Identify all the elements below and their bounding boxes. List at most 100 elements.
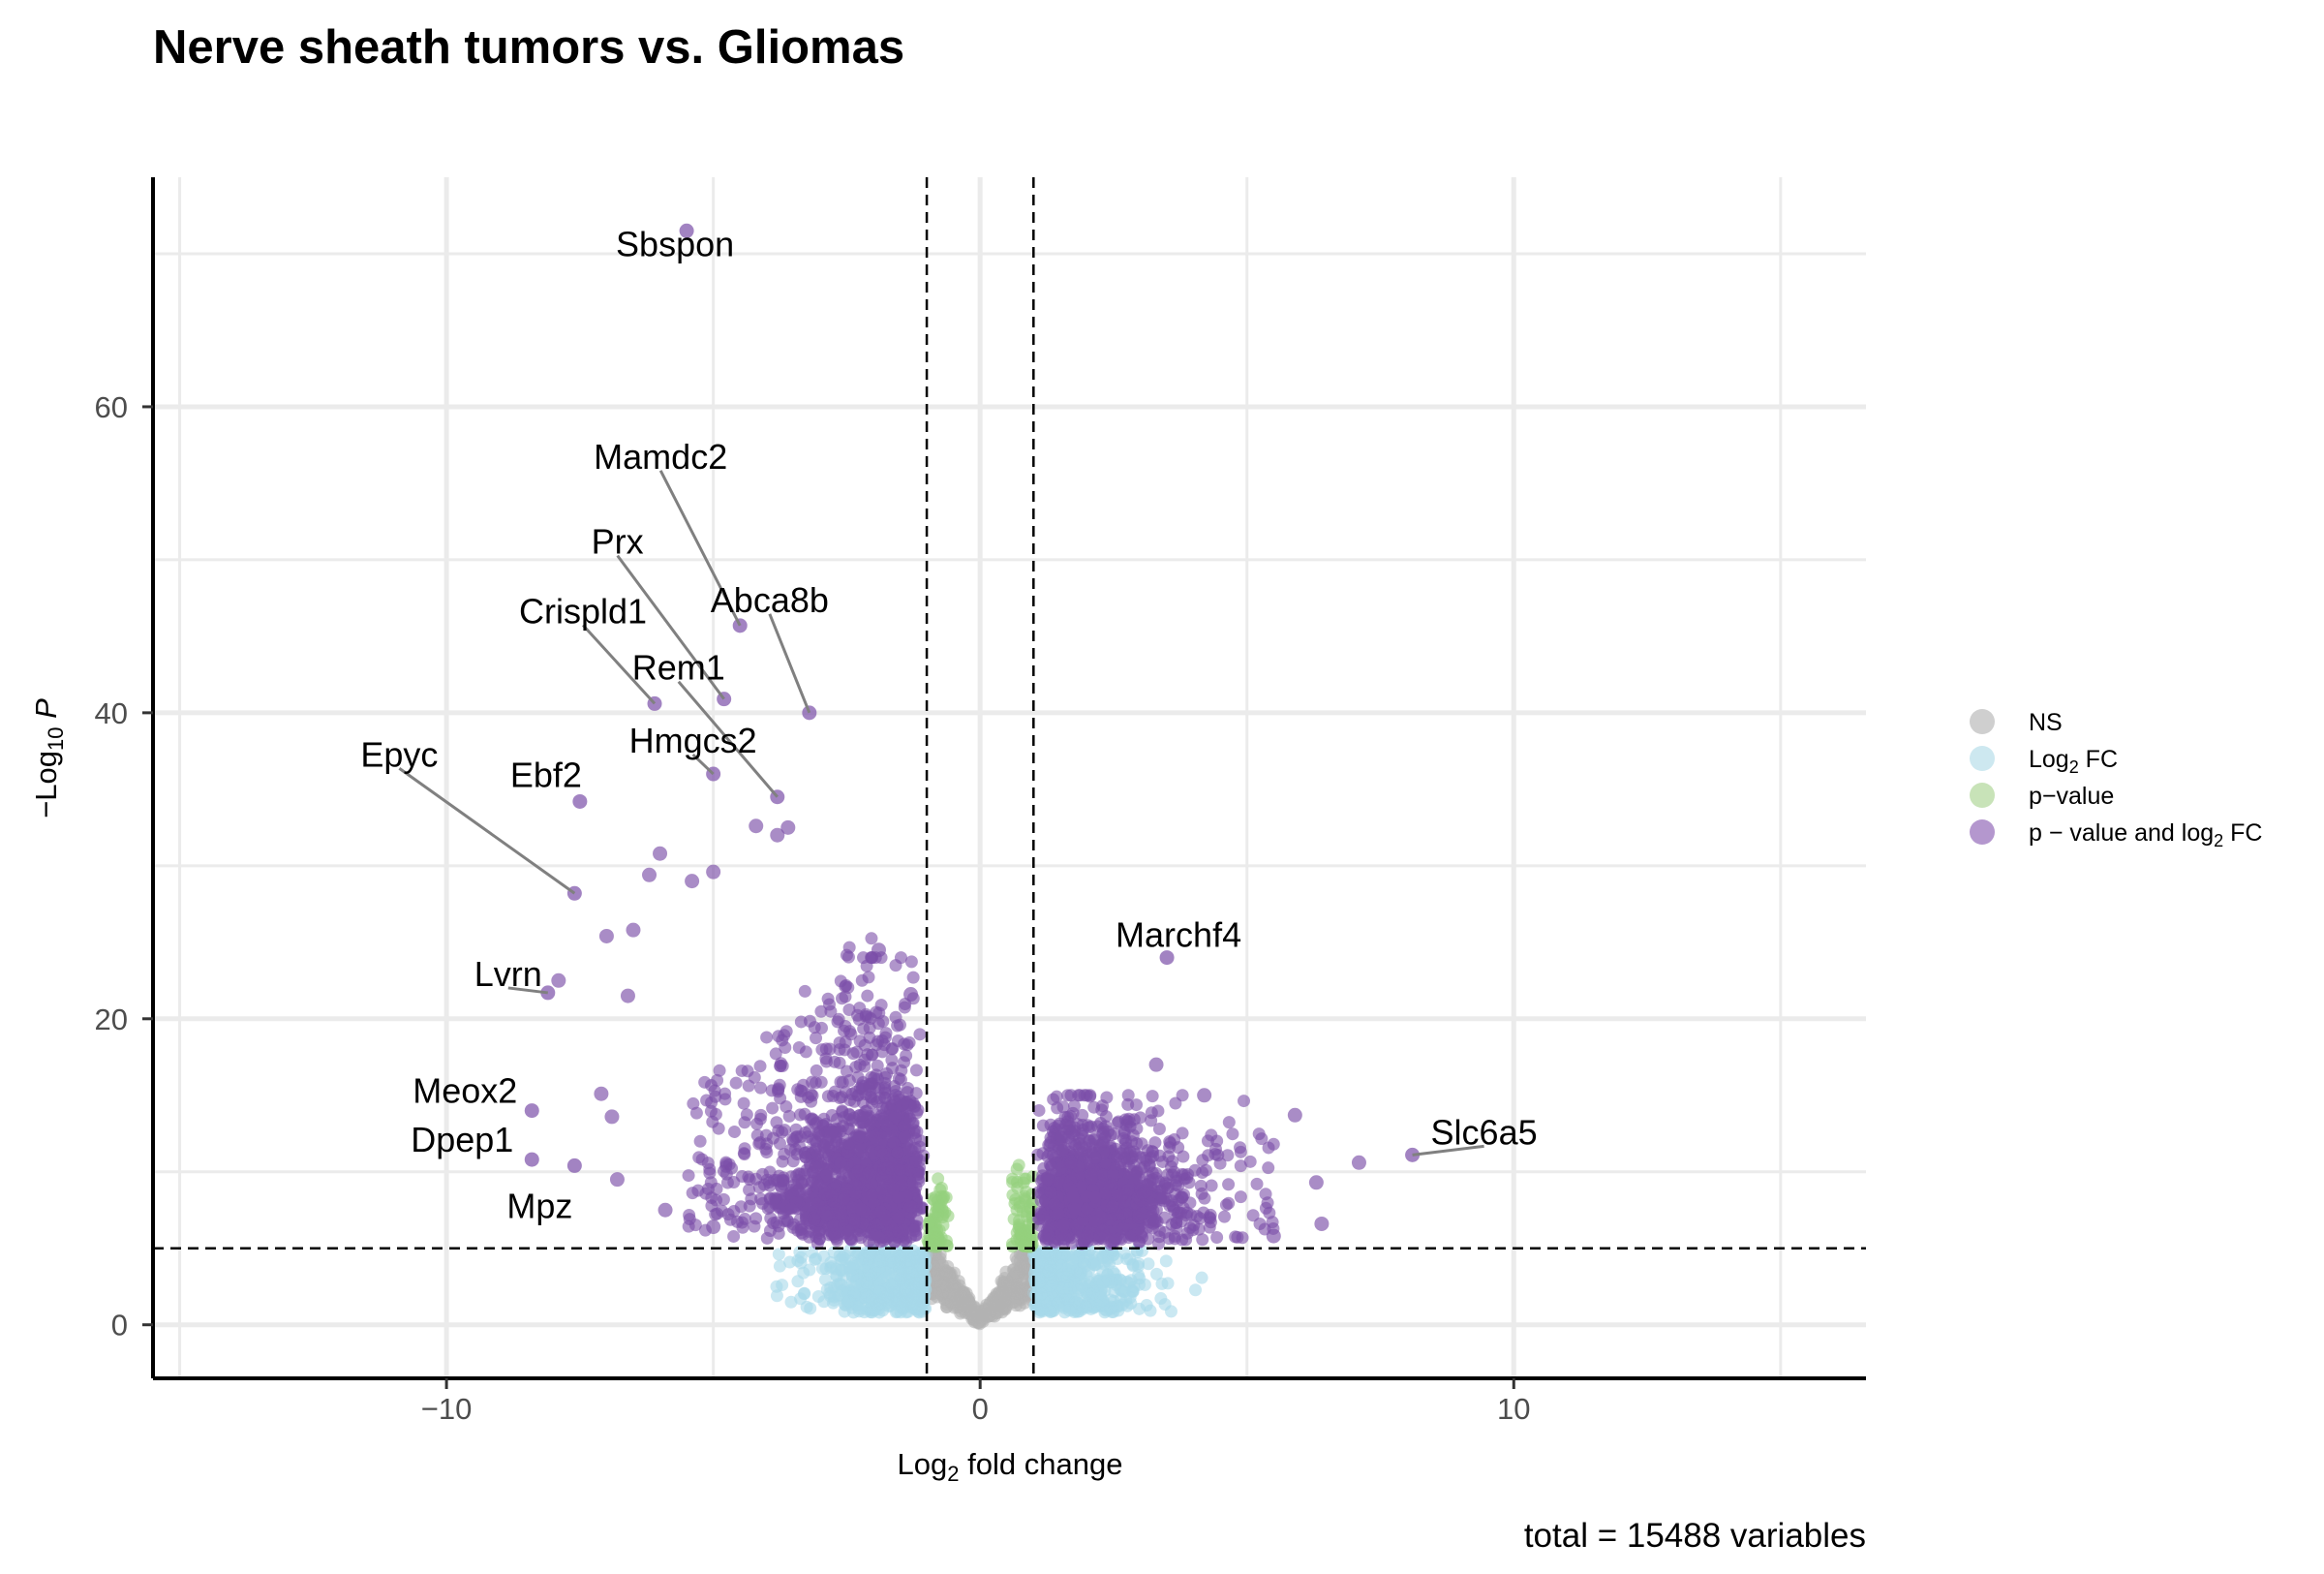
significant-point	[551, 972, 566, 988]
significant-point	[1259, 1201, 1272, 1215]
significant-point	[903, 1199, 917, 1213]
ns-point	[937, 1278, 951, 1291]
significant-point	[816, 1205, 830, 1219]
log2fc-point	[1074, 1265, 1087, 1279]
significant-point	[914, 1134, 928, 1148]
ns-point	[998, 1292, 1012, 1306]
label-connectors	[398, 470, 1484, 1157]
log2fc-point	[829, 1262, 842, 1276]
gene-label-slc6a5: Slc6a5	[1431, 1112, 1538, 1152]
log2fc-point	[810, 1251, 823, 1265]
log2fc-point	[1124, 1274, 1138, 1287]
significant-point	[1061, 1131, 1075, 1145]
gene-label-abca8b: Abca8b	[711, 580, 829, 620]
significant-point	[706, 864, 721, 880]
significant-point	[865, 932, 878, 945]
significant-point	[1068, 1203, 1082, 1217]
significant-point	[851, 1131, 865, 1145]
significant-point	[1176, 1089, 1189, 1102]
legend-key-fc	[1970, 746, 1995, 771]
significant-point	[902, 1163, 916, 1177]
significant-point	[1156, 1191, 1170, 1205]
significant-point	[1065, 1236, 1079, 1250]
ns-point	[986, 1295, 999, 1309]
significant-point	[810, 1064, 823, 1077]
significant-point	[887, 1136, 901, 1150]
significant-point	[740, 1108, 753, 1122]
significant-point	[886, 1062, 900, 1075]
significant-point	[711, 1073, 724, 1087]
significant-point	[778, 1124, 791, 1137]
significant-point	[770, 1116, 783, 1129]
significant-point	[687, 1096, 700, 1110]
significant-point	[827, 1219, 841, 1232]
significant-point	[1238, 1095, 1251, 1108]
significant-point	[737, 1096, 750, 1110]
significant-point	[891, 1146, 904, 1159]
threshold-lines	[153, 177, 1866, 1378]
significant-point	[866, 1077, 879, 1091]
significant-point	[1146, 1090, 1159, 1103]
y-axis-title: −Log10 P	[29, 698, 68, 818]
significant-point	[729, 1076, 743, 1090]
significant-point	[814, 1004, 828, 1018]
log2fc-point	[1090, 1257, 1104, 1271]
significant-point	[780, 1100, 793, 1114]
significant-point	[1205, 1128, 1218, 1142]
significant-point	[823, 1042, 837, 1056]
significant-point	[794, 1167, 808, 1181]
gene-label-rem1: Rem1	[632, 648, 725, 688]
significant-point	[792, 1041, 806, 1055]
log2fc-point	[1032, 1306, 1046, 1319]
significant-point	[898, 1001, 911, 1014]
gene-label-sbspon: Sbspon	[616, 224, 734, 263]
log2fc-point	[1036, 1271, 1050, 1284]
pvalue-point	[940, 1239, 954, 1252]
significant-point	[1205, 1179, 1218, 1192]
grid	[153, 177, 1866, 1378]
log2fc-point	[1095, 1246, 1109, 1259]
significant-point	[748, 1070, 761, 1084]
significant-point	[710, 1182, 723, 1195]
significant-point	[750, 1117, 764, 1130]
log2fc-point	[1096, 1276, 1110, 1289]
significant-point	[1135, 1207, 1148, 1220]
log2fc-point	[1144, 1304, 1157, 1317]
significant-point	[1162, 1181, 1176, 1194]
significant-point	[872, 1230, 885, 1244]
log2fc-point	[784, 1295, 798, 1309]
significant-point	[780, 819, 796, 835]
significant-point	[1146, 1197, 1159, 1211]
pvalue-point	[936, 1219, 950, 1232]
significant-point	[719, 1087, 732, 1100]
log2fc-point	[1133, 1302, 1147, 1315]
significant-point	[727, 1229, 741, 1243]
significant-point	[874, 1145, 888, 1158]
significant-point	[862, 1166, 875, 1180]
significant-point	[1203, 1220, 1216, 1234]
significant-point	[1196, 1233, 1209, 1247]
significant-point	[1259, 1188, 1272, 1201]
significant-point	[1148, 1057, 1164, 1072]
significant-point	[1196, 1166, 1209, 1180]
significant-point	[1056, 1100, 1070, 1114]
significant-point	[1048, 1122, 1061, 1135]
significant-point	[703, 1166, 717, 1180]
log2fc-point	[1051, 1297, 1064, 1311]
gene-label-dpep1: Dpep1	[411, 1120, 513, 1159]
significant-point	[1166, 1155, 1179, 1168]
significant-point	[1222, 1116, 1236, 1129]
log2fc-point	[1149, 1267, 1163, 1281]
significant-point	[913, 1028, 927, 1041]
log2fc-point	[860, 1276, 873, 1289]
significant-point	[693, 1134, 707, 1148]
log2fc-point	[888, 1256, 902, 1270]
significant-point	[838, 1043, 851, 1057]
log2fc-point	[842, 1294, 856, 1308]
log2fc-point	[783, 1255, 797, 1269]
significant-point	[1056, 1219, 1070, 1233]
log2fc-point	[1064, 1302, 1078, 1315]
significant-point	[891, 1019, 904, 1033]
